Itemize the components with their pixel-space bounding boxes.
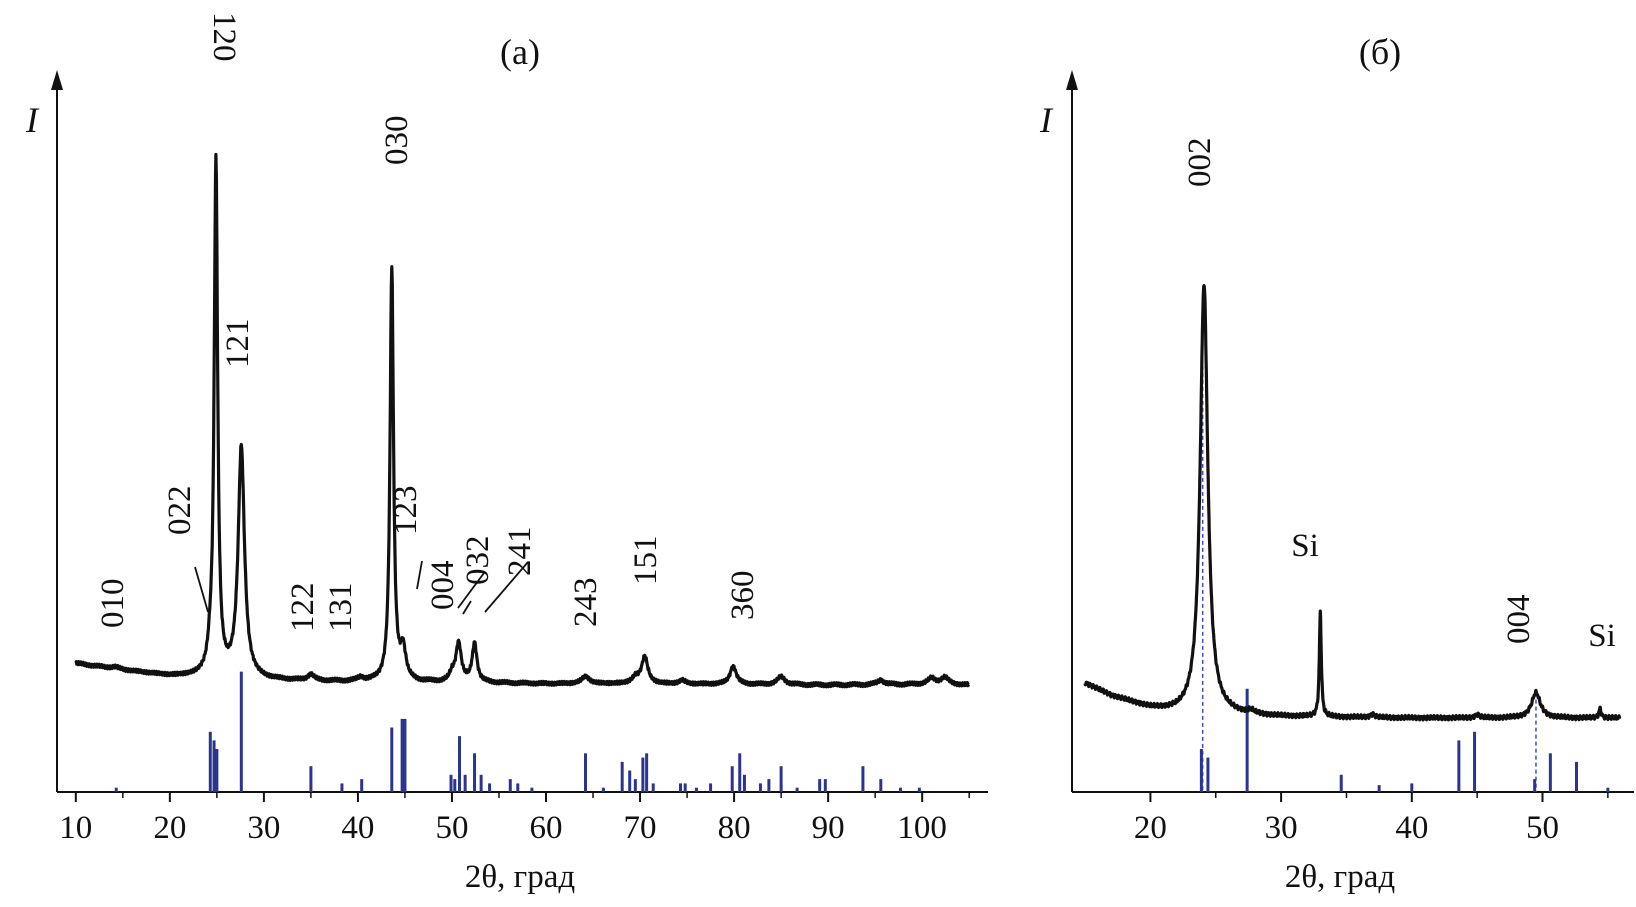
panel-b-peak-labels: 002 Si 004 Si (1182, 138, 1616, 655)
peak-label: 010 (95, 579, 131, 629)
leader-line (416, 560, 423, 590)
panel-b-x-label: 2θ, град (1285, 859, 1395, 895)
peak-label: 022 (162, 486, 198, 536)
x-tick-label: 20 (1134, 810, 1167, 846)
x-tick-label: 50 (435, 810, 468, 846)
panel-b-guide-lines (1201, 316, 1537, 792)
panel-b-pattern-line (1083, 284, 1622, 722)
panel-a-pattern-line (74, 152, 971, 689)
panel-b-y-label: I (1039, 100, 1054, 140)
panel-a-reference-pattern (114, 671, 921, 792)
x-tick-label: 70 (624, 810, 657, 846)
peak-label: Si (1588, 618, 1616, 654)
peak-label: 032 (460, 536, 496, 586)
peak-label: 002 (1182, 138, 1218, 188)
leader-line (484, 561, 529, 613)
peak-label: 243 (568, 578, 604, 628)
x-tick-label: 60 (530, 810, 563, 846)
x-tick-label: 100 (897, 810, 947, 846)
peak-label: 241 (502, 527, 538, 577)
peak-label: 360 (725, 571, 761, 621)
leader-line (457, 572, 485, 609)
x-tick-label: 40 (341, 810, 374, 846)
peak-label: 151 (628, 536, 664, 586)
peak-label: 131 (323, 583, 359, 633)
panel-b-x-ticks: 20 30 40 50 (1134, 792, 1609, 846)
panel-a-x-ticks: 10 20 30 40 50 60 70 80 90 100 (59, 792, 970, 846)
panel-b-title: (б) (1359, 32, 1401, 72)
panel-a: I (a) 2θ, град 10 20 30 40 50 60 70 80 90 100 010… (25, 12, 988, 895)
peak-label: 121 (220, 319, 256, 369)
leader-line (462, 600, 472, 615)
panel-a-y-label: I (25, 100, 40, 140)
panel-a-leader-lines (194, 560, 529, 615)
peak-label: 123 (388, 486, 424, 536)
panel-a-x-label: 2θ, град (465, 859, 575, 895)
x-tick-label: 20 (153, 810, 186, 846)
x-tick-label: 50 (1526, 810, 1559, 846)
panel-a-y-arrow-icon (51, 70, 63, 90)
peak-label: 004 (425, 561, 461, 611)
peak-label: 120 (206, 12, 242, 62)
x-tick-label: 80 (718, 810, 751, 846)
panel-b-y-arrow-icon (1066, 70, 1078, 90)
panel-b-reference-pattern (1199, 688, 1610, 792)
peak-label: 004 (1501, 595, 1537, 645)
peak-label: 030 (379, 116, 415, 166)
panel-a-title: (a) (500, 32, 540, 72)
x-tick-label: 90 (812, 810, 845, 846)
x-tick-label: 10 (59, 810, 92, 846)
peak-label: Si (1291, 528, 1319, 564)
leader-line (194, 566, 209, 613)
x-tick-label: 30 (247, 810, 280, 846)
panel-b: I (б) 2θ, град 20 30 40 50 002 Si 004 Si (1039, 32, 1634, 895)
x-tick-label: 30 (1265, 810, 1298, 846)
peak-label: 122 (285, 583, 321, 633)
x-tick-label: 40 (1395, 810, 1428, 846)
